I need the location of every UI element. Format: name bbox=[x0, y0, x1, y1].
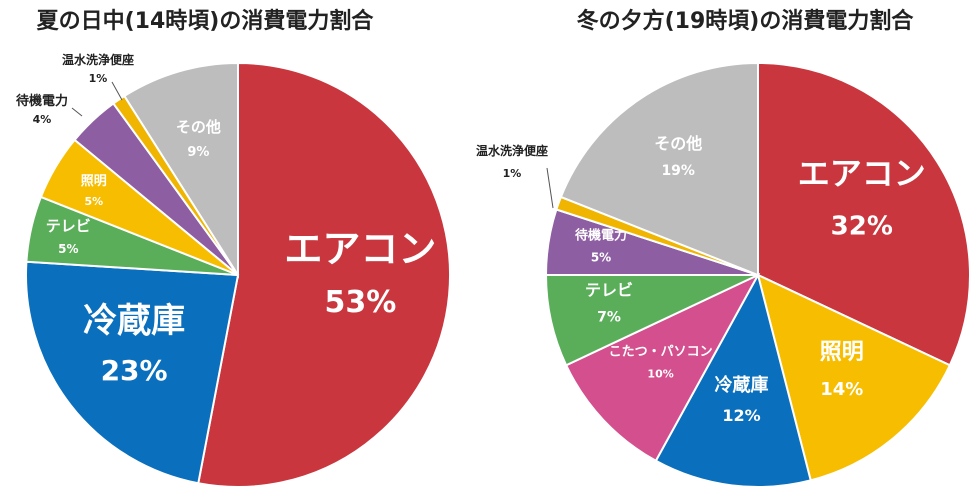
slice-value-label: 5% bbox=[84, 195, 103, 208]
slice-label: 待機電力 bbox=[15, 93, 68, 109]
slice-label: 冷蔵庫 bbox=[83, 301, 185, 341]
pie-slice bbox=[197, 61, 452, 488]
slice-value-label: 12% bbox=[722, 406, 760, 425]
slice-label: 冷蔵庫 bbox=[715, 374, 769, 396]
pie-slice bbox=[564, 272, 761, 463]
slice-value-label: 5% bbox=[58, 242, 78, 256]
pie-slice bbox=[757, 61, 971, 367]
slice-value-label: 1% bbox=[89, 72, 108, 85]
slice-label: 温水洗浄便座 bbox=[476, 143, 548, 158]
slice-value-label: 5% bbox=[591, 250, 611, 264]
slice-label: テレビ bbox=[585, 281, 633, 300]
chart-title-summer: 夏の日中(14時頃)の消費電力割合 bbox=[37, 8, 375, 34]
slice-value-label: 10% bbox=[647, 368, 673, 381]
slice-value-label: 53% bbox=[324, 285, 396, 320]
slice-label: エアコン bbox=[798, 154, 926, 192]
slice-label: テレビ bbox=[46, 217, 91, 235]
slice-value-label: 4% bbox=[33, 113, 52, 126]
pie-winter: エアコン 32% 照明 14% 冷蔵庫 12% こたつ・パソコン 10% テレビ 7% 待機電力 5%… bbox=[476, 61, 971, 488]
slice-label: その他 bbox=[654, 134, 702, 153]
slice-label: エアコン bbox=[284, 227, 436, 271]
chart-title-winter: 冬の夕方(19時頃)の消費電力割合 bbox=[577, 8, 915, 34]
slice-label: 温水洗浄便座 bbox=[62, 52, 134, 67]
pie-slice bbox=[559, 61, 759, 277]
leader-line bbox=[546, 167, 554, 209]
slice-value-label: 19% bbox=[661, 163, 695, 179]
slice-value-label: 14% bbox=[820, 379, 863, 400]
pie-slice bbox=[25, 260, 240, 485]
slice-value-label: 23% bbox=[101, 354, 168, 387]
slice-label: 待機電力 bbox=[574, 227, 627, 243]
slice-label: 照明 bbox=[820, 340, 864, 365]
slice-label: 照明 bbox=[81, 174, 107, 189]
pie-summer: エアコン 53% 冷蔵庫 23% テレビ 5% 照明 5% 待機電力 4% 温水洗浄便座 1% その他 9… bbox=[15, 52, 452, 488]
slice-value-label: 1% bbox=[503, 167, 522, 180]
pie-slice bbox=[123, 61, 239, 279]
pie-slice bbox=[756, 273, 952, 482]
slice-value-label: 32% bbox=[831, 211, 893, 241]
pie-slice bbox=[654, 272, 812, 488]
slice-value-label: 9% bbox=[187, 145, 209, 160]
slice-label: こたつ・パソコン bbox=[609, 345, 713, 360]
leader-line bbox=[111, 81, 123, 101]
slice-value-label: 7% bbox=[597, 310, 621, 326]
leader-line bbox=[71, 107, 83, 117]
slice-label: その他 bbox=[176, 118, 221, 136]
